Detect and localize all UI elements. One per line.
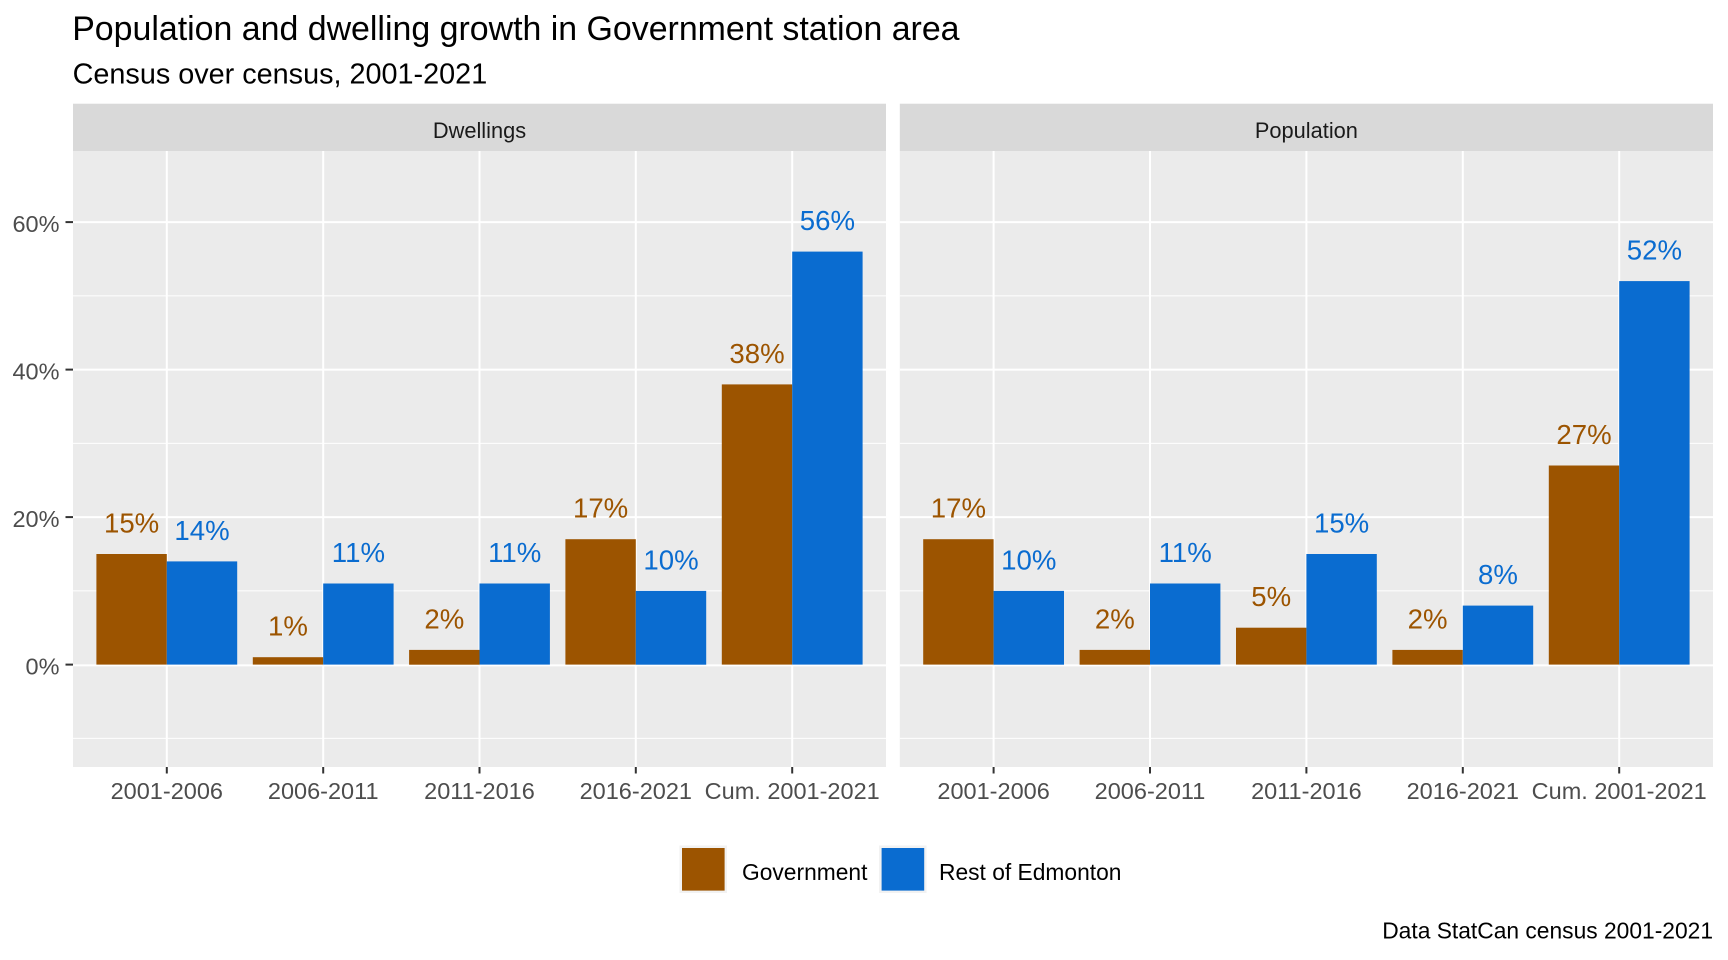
- svg-text:Census over census, 2001-2021: Census over census, 2001-2021: [73, 58, 488, 90]
- svg-text:2006-2011: 2006-2011: [1095, 778, 1206, 804]
- svg-text:11%: 11%: [332, 537, 385, 568]
- svg-text:Rest of Edmonton: Rest of Edmonton: [939, 859, 1121, 885]
- svg-text:2016-2021: 2016-2021: [1407, 778, 1519, 804]
- svg-text:17%: 17%: [931, 493, 986, 524]
- svg-text:40%: 40%: [12, 359, 59, 385]
- svg-text:27%: 27%: [1556, 419, 1611, 450]
- svg-text:2001-2006: 2001-2006: [111, 778, 223, 804]
- svg-text:2011-2016: 2011-2016: [424, 778, 535, 804]
- svg-text:Cum. 2001-2021: Cum. 2001-2021: [1532, 778, 1707, 804]
- svg-text:Population and dwelling growth: Population and dwelling growth in Govern…: [72, 10, 959, 48]
- svg-text:10%: 10%: [643, 544, 698, 575]
- svg-text:0%: 0%: [26, 654, 60, 680]
- svg-text:1%: 1%: [268, 611, 308, 642]
- svg-text:11%: 11%: [1159, 537, 1212, 568]
- svg-text:2%: 2%: [424, 603, 464, 634]
- svg-text:2001-2006: 2001-2006: [937, 778, 1049, 804]
- svg-text:2%: 2%: [1095, 603, 1135, 634]
- svg-text:10%: 10%: [1001, 544, 1056, 575]
- svg-text:5%: 5%: [1251, 581, 1291, 612]
- svg-text:2016-2021: 2016-2021: [580, 778, 692, 804]
- svg-text:2%: 2%: [1408, 603, 1448, 634]
- svg-text:14%: 14%: [174, 515, 229, 546]
- svg-text:11%: 11%: [488, 537, 541, 568]
- svg-text:Government: Government: [742, 859, 868, 885]
- svg-text:15%: 15%: [1314, 508, 1369, 539]
- svg-text:20%: 20%: [12, 506, 59, 532]
- svg-text:60%: 60%: [12, 211, 59, 237]
- svg-text:Population: Population: [1255, 118, 1358, 143]
- svg-text:56%: 56%: [800, 205, 855, 236]
- svg-text:17%: 17%: [573, 493, 628, 524]
- svg-text:Cum. 2001-2021: Cum. 2001-2021: [705, 778, 880, 804]
- svg-text:52%: 52%: [1627, 235, 1682, 266]
- svg-text:2011-2016: 2011-2016: [1251, 778, 1362, 804]
- svg-text:Data StatCan census 2001-2021: Data StatCan census 2001-2021: [1382, 918, 1713, 944]
- svg-text:8%: 8%: [1478, 559, 1518, 590]
- svg-text:2006-2011: 2006-2011: [268, 778, 379, 804]
- svg-text:15%: 15%: [104, 508, 159, 539]
- svg-text:38%: 38%: [729, 338, 784, 369]
- svg-text:Dwellings: Dwellings: [433, 118, 526, 143]
